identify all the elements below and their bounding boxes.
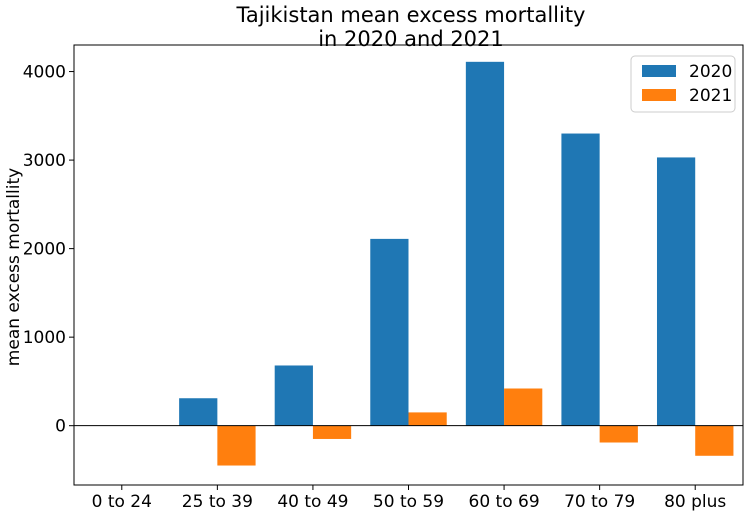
bars-group bbox=[179, 61, 734, 466]
y-axis-label: mean excess mortallity bbox=[4, 168, 24, 366]
bar-2021-70-to-79 bbox=[599, 425, 638, 443]
y-tick-label: 4000 bbox=[23, 63, 66, 83]
chart-title-line1: Tajikistan mean excess mortallity bbox=[236, 3, 586, 27]
bar-2021-80-plus bbox=[695, 425, 734, 456]
y-tick-label: 2000 bbox=[23, 240, 66, 260]
bar-2020-25-to-39 bbox=[179, 398, 218, 426]
legend-label-2021: 2021 bbox=[689, 86, 732, 106]
bar-2021-40-to-49 bbox=[312, 425, 352, 439]
chart-title-line2: in 2020 and 2021 bbox=[318, 27, 504, 51]
legend-swatch-2020 bbox=[642, 65, 676, 77]
bar-2021-50-to-59 bbox=[408, 412, 447, 426]
x-tick-label: 25 to 39 bbox=[182, 492, 253, 512]
legend-label-2020: 2020 bbox=[689, 62, 732, 82]
x-tick-label: 40 to 49 bbox=[277, 492, 348, 512]
ticks-group: 0 1000 2000 3000 4000 0 to 24 25 to 39 40 to 49… bbox=[23, 63, 727, 512]
bar-2020-80-plus bbox=[656, 157, 696, 426]
y-tick-label: 0 bbox=[55, 417, 66, 437]
bar-2021-60-to-69 bbox=[504, 388, 543, 426]
y-tick-label: 1000 bbox=[23, 328, 66, 348]
x-tick-label: 60 to 69 bbox=[469, 492, 540, 512]
x-tick-label: 0 to 24 bbox=[92, 492, 152, 512]
x-tick-label: 50 to 59 bbox=[373, 492, 444, 512]
y-tick-label: 3000 bbox=[23, 151, 66, 171]
bar-2020-50-to-59 bbox=[370, 238, 409, 426]
bar-2020-40-to-49 bbox=[274, 365, 313, 426]
x-tick-label: 70 to 79 bbox=[564, 492, 635, 512]
legend: 2020 2021 bbox=[630, 55, 736, 113]
legend-swatch-2021 bbox=[642, 89, 676, 101]
x-tick-label: 80 plus bbox=[664, 492, 726, 512]
bar-2020-70-to-79 bbox=[561, 133, 600, 426]
bar-2020-60-to-69 bbox=[465, 61, 505, 426]
bar-2021-25-to-39 bbox=[217, 425, 256, 466]
